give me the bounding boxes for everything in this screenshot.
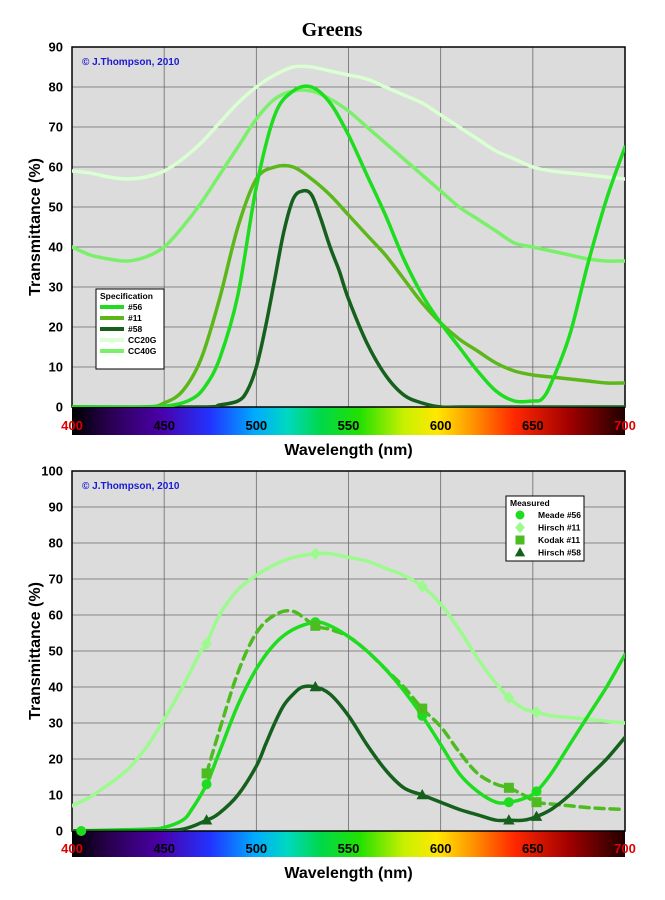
series-line-cc20g xyxy=(72,64,625,181)
y-tick-label: 90 xyxy=(49,40,63,55)
x-tick-label: 500 xyxy=(245,841,267,856)
legend-marker xyxy=(515,535,525,545)
legend-title: Measured xyxy=(510,498,550,508)
y-tick-label: 30 xyxy=(49,716,63,731)
y-axis-label: Transmittance (%) xyxy=(27,158,44,296)
data-point-triangle xyxy=(416,789,428,800)
legend: Measured Meade #56 Hirsch #11 Kodak #11 Hirs… xyxy=(505,495,585,562)
y-tick-label: 10 xyxy=(49,788,63,803)
x-tick-label: 400 xyxy=(61,418,83,433)
data-point-square xyxy=(531,797,542,808)
x-tick-label: 650 xyxy=(522,418,544,433)
x-tick-label: 550 xyxy=(338,418,360,433)
x-tick-label: 600 xyxy=(430,841,452,856)
data-point-circle xyxy=(503,797,514,808)
y-tick-label: 100 xyxy=(41,464,63,479)
legend-label: #56 xyxy=(128,302,142,312)
data-point-square xyxy=(503,782,514,793)
legend-label: CC20G xyxy=(128,335,157,345)
spectrum-bar xyxy=(72,831,625,857)
data-point-circle xyxy=(531,786,542,797)
legend-marker xyxy=(514,547,526,557)
legend-label: Hirsch #58 xyxy=(538,548,581,558)
data-point-triangle xyxy=(200,814,213,825)
y-tick-label: 60 xyxy=(49,608,63,623)
y-tick-label: 90 xyxy=(49,500,63,515)
legend-title: Specification xyxy=(100,291,153,301)
y-tick-label: 30 xyxy=(49,280,63,295)
data-point-diamond xyxy=(309,547,321,561)
x-tick-label: 600 xyxy=(430,418,452,433)
legend-label: #11 xyxy=(128,313,142,323)
x-tick-label: 650 xyxy=(522,841,544,856)
series-line--56 xyxy=(72,84,625,407)
top-chart: 0 10 20 30 40 50 60 70 80 90 400 450 500 550 600 650 700… xyxy=(27,40,636,460)
data-point-triangle xyxy=(503,814,515,825)
plot-frame xyxy=(71,470,626,832)
y-tick-label: 40 xyxy=(49,240,63,255)
copyright-note: © J.Thompson, 2010 xyxy=(82,57,180,68)
data-point-square xyxy=(417,703,428,714)
x-axis-label: Wavelength (nm) xyxy=(284,865,412,882)
x-tick-label: 550 xyxy=(338,841,360,856)
series-line-cc40g xyxy=(72,88,625,263)
legend-marker xyxy=(515,510,525,520)
data-point-diamond xyxy=(503,691,515,705)
data-point-square xyxy=(201,768,212,779)
y-tick-label: 0 xyxy=(56,400,63,415)
series-lines xyxy=(72,64,625,407)
y-tick-label: 70 xyxy=(49,572,63,587)
y-tick-label: 10 xyxy=(49,360,63,375)
copyright-note: © J.Thompson, 2010 xyxy=(82,481,180,492)
data-point-triangle xyxy=(309,681,322,692)
y-tick-label: 50 xyxy=(49,200,63,215)
x-tick-label: 450 xyxy=(153,418,175,433)
plot-frame xyxy=(71,46,626,408)
series-line--11 xyxy=(72,163,625,407)
x-tick-label: 500 xyxy=(245,418,267,433)
data-point-square xyxy=(310,620,321,631)
y-axis-label: Transmittance (%) xyxy=(27,582,44,720)
legend-label: Meade #56 xyxy=(538,510,581,520)
data-point-circle xyxy=(76,826,87,836)
x-tick-label: 450 xyxy=(153,841,175,856)
data-point-circle xyxy=(201,779,212,790)
x-tick-label: 700 xyxy=(614,418,636,433)
x-tick-label: 700 xyxy=(614,841,636,856)
x-axis-label: Wavelength (nm) xyxy=(284,442,412,459)
data-point-diamond xyxy=(531,705,543,719)
legend-label: Hirsch #11 xyxy=(538,523,581,533)
legend-label: CC40G xyxy=(128,346,157,356)
legend-label: #58 xyxy=(128,324,142,334)
y-tick-label: 40 xyxy=(49,680,63,695)
y-tick-label: 20 xyxy=(49,320,63,335)
y-tick-label: 80 xyxy=(49,80,63,95)
legend-label: Kodak #11 xyxy=(538,535,580,545)
x-tick-label: 400 xyxy=(61,841,83,856)
bottom-chart: 0 10 20 30 40 50 60 70 80 90 100 400 450 500 550 600 650… xyxy=(27,464,636,883)
y-tick-label: 70 xyxy=(49,120,63,135)
series-line-hirsch-11 xyxy=(72,551,625,808)
data-point-diamond xyxy=(416,579,428,593)
y-tick-label: 80 xyxy=(49,536,63,551)
y-tick-label: 60 xyxy=(49,160,63,175)
legend-marker xyxy=(515,521,525,534)
page-title: Greens xyxy=(302,19,363,41)
series-line--58 xyxy=(72,188,625,407)
y-tick-label: 50 xyxy=(49,644,63,659)
y-tick-label: 0 xyxy=(56,824,63,839)
spectrum-bar xyxy=(72,407,625,435)
data-point-triangle xyxy=(530,810,543,821)
data-point-diamond xyxy=(201,637,213,651)
y-tick-label: 20 xyxy=(49,752,63,767)
